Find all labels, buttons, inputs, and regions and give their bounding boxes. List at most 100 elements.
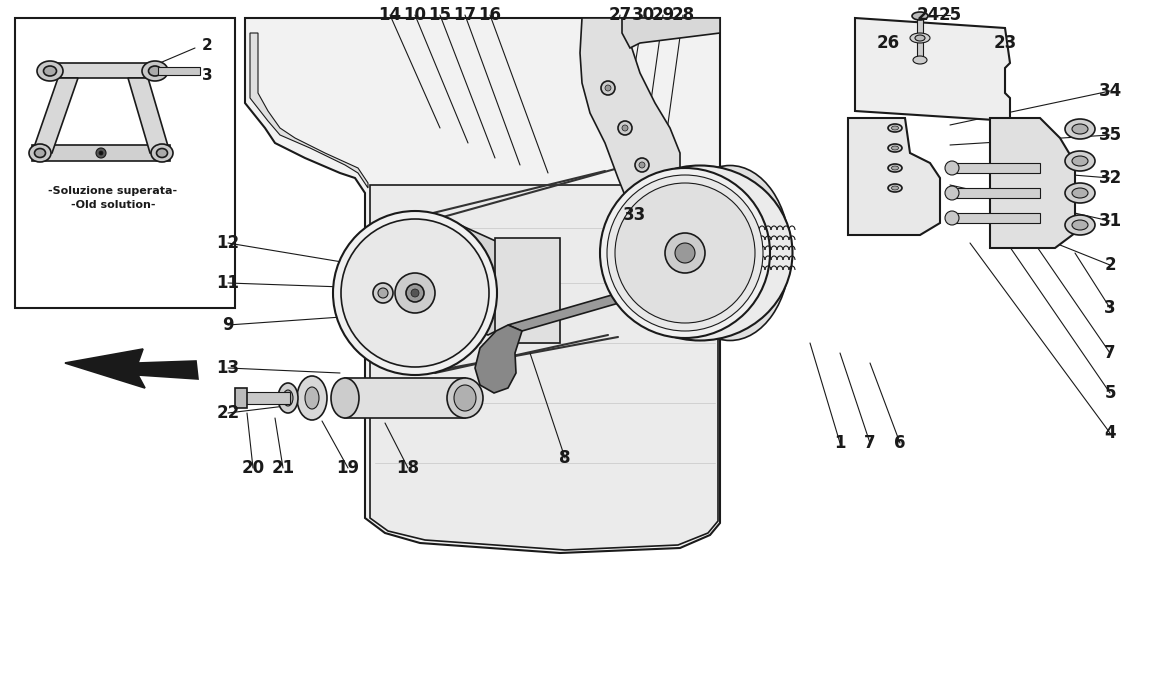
Ellipse shape: [912, 12, 928, 20]
Ellipse shape: [278, 383, 298, 413]
Ellipse shape: [454, 385, 476, 411]
Polygon shape: [66, 349, 198, 388]
Polygon shape: [580, 18, 680, 235]
Circle shape: [607, 175, 762, 331]
Text: 32: 32: [1098, 169, 1121, 187]
Circle shape: [618, 121, 633, 135]
Text: 4: 4: [1104, 424, 1116, 442]
Ellipse shape: [34, 148, 46, 158]
Polygon shape: [250, 33, 368, 188]
Text: 19: 19: [337, 459, 360, 477]
Text: 20: 20: [242, 459, 264, 477]
Bar: [917, 18, 923, 63]
Circle shape: [650, 196, 664, 210]
Text: 6: 6: [895, 434, 906, 452]
Polygon shape: [475, 325, 522, 393]
Ellipse shape: [1072, 124, 1088, 134]
Polygon shape: [32, 78, 78, 153]
Ellipse shape: [915, 35, 925, 41]
Polygon shape: [854, 18, 1010, 121]
Ellipse shape: [29, 144, 51, 162]
Circle shape: [605, 85, 611, 91]
Ellipse shape: [156, 148, 168, 158]
Text: 35: 35: [1098, 126, 1121, 144]
Ellipse shape: [148, 66, 161, 76]
Polygon shape: [49, 63, 155, 78]
Text: 28: 28: [672, 6, 695, 24]
Circle shape: [654, 200, 660, 206]
Ellipse shape: [1072, 188, 1088, 198]
Ellipse shape: [37, 61, 63, 81]
Polygon shape: [494, 238, 560, 343]
Ellipse shape: [945, 186, 959, 200]
Ellipse shape: [888, 184, 902, 192]
Text: 25: 25: [938, 6, 961, 24]
Polygon shape: [622, 18, 720, 48]
Text: 30: 30: [631, 6, 654, 24]
Polygon shape: [245, 18, 720, 553]
Text: 10: 10: [404, 6, 427, 24]
Ellipse shape: [910, 33, 930, 43]
Ellipse shape: [945, 161, 959, 175]
Polygon shape: [508, 262, 739, 331]
Text: 13: 13: [216, 359, 239, 377]
Text: 11: 11: [216, 274, 239, 292]
Ellipse shape: [44, 66, 56, 76]
Text: 33: 33: [623, 206, 646, 224]
Circle shape: [665, 233, 705, 273]
Ellipse shape: [331, 378, 359, 418]
Ellipse shape: [305, 387, 319, 409]
Text: 27: 27: [608, 6, 631, 24]
Ellipse shape: [913, 56, 927, 64]
Text: 18: 18: [397, 459, 420, 477]
Ellipse shape: [670, 165, 790, 341]
Circle shape: [675, 243, 695, 263]
Bar: [345, 378, 465, 418]
Polygon shape: [128, 78, 170, 153]
Polygon shape: [32, 145, 170, 161]
Ellipse shape: [891, 146, 898, 150]
Bar: [15, 18, 235, 308]
Ellipse shape: [1065, 151, 1095, 171]
Text: 2: 2: [201, 38, 213, 53]
Text: 3: 3: [201, 68, 213, 83]
Circle shape: [99, 151, 104, 155]
Circle shape: [622, 125, 628, 131]
Text: 7: 7: [864, 434, 876, 452]
Circle shape: [378, 288, 388, 298]
Ellipse shape: [1072, 220, 1088, 230]
Ellipse shape: [607, 165, 792, 341]
Bar: [950, 188, 1040, 198]
Circle shape: [342, 219, 489, 367]
Bar: [245, 392, 290, 404]
Circle shape: [394, 273, 435, 313]
Text: 24: 24: [917, 6, 940, 24]
Text: 8: 8: [559, 449, 570, 467]
Circle shape: [635, 158, 649, 172]
Text: 3: 3: [1104, 299, 1116, 317]
Circle shape: [639, 162, 645, 168]
Circle shape: [601, 81, 615, 95]
Ellipse shape: [1072, 156, 1088, 166]
Circle shape: [615, 183, 756, 323]
Polygon shape: [158, 67, 200, 75]
Circle shape: [334, 211, 497, 375]
Ellipse shape: [447, 378, 483, 418]
Text: 5: 5: [1104, 384, 1116, 402]
Polygon shape: [408, 215, 508, 335]
Text: 23: 23: [994, 34, 1017, 52]
Circle shape: [406, 284, 424, 302]
Text: -Old solution-: -Old solution-: [71, 200, 155, 210]
Ellipse shape: [1065, 119, 1095, 139]
Ellipse shape: [891, 186, 898, 190]
Ellipse shape: [1065, 215, 1095, 235]
Circle shape: [411, 289, 419, 297]
Ellipse shape: [891, 126, 898, 130]
Text: 12: 12: [216, 234, 239, 252]
Polygon shape: [990, 118, 1075, 248]
Text: 16: 16: [478, 6, 501, 24]
Bar: [950, 163, 1040, 173]
Ellipse shape: [297, 376, 327, 420]
Polygon shape: [370, 185, 718, 550]
Text: 1: 1: [834, 434, 845, 452]
